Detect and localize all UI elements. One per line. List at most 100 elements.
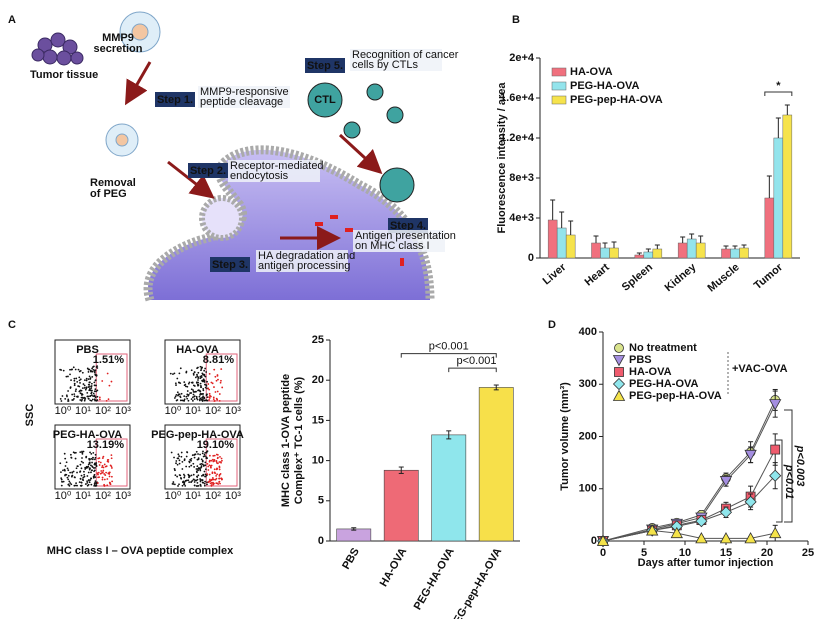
event-dot — [175, 462, 177, 465]
event-dot — [202, 450, 204, 453]
event-dot — [91, 469, 93, 472]
event-dot — [212, 454, 215, 457]
ctl-cells — [307, 82, 415, 203]
event-dot — [71, 471, 74, 474]
legend-label: PBS — [629, 354, 652, 366]
event-dot — [90, 382, 93, 385]
gate-value: 8.81% — [203, 354, 234, 366]
event-dot — [195, 381, 198, 384]
event-dot — [209, 478, 211, 481]
y-tick-label: 0 — [318, 535, 324, 547]
event-dot — [98, 398, 101, 401]
event-dot — [194, 376, 197, 379]
event-dot — [208, 460, 211, 463]
diagram-label: Tumor tissue — [30, 69, 98, 81]
event-dot — [67, 400, 70, 402]
event-dot — [195, 470, 198, 473]
event-dot — [85, 387, 88, 390]
event-dot — [205, 371, 208, 373]
event-dot — [82, 383, 85, 385]
step-text-box — [256, 250, 348, 272]
event-dot — [215, 379, 218, 382]
event-dot — [207, 387, 210, 390]
event-dot — [220, 461, 222, 464]
event-dot — [90, 394, 93, 397]
event-dot — [188, 481, 191, 484]
event-dot — [93, 390, 96, 393]
event-dot — [89, 395, 91, 398]
event-dot — [213, 478, 215, 481]
event-dot — [181, 468, 184, 470]
event-dot — [103, 472, 106, 475]
panel-label: B — [512, 14, 520, 26]
event-dot — [172, 373, 174, 376]
event-dot — [211, 471, 214, 474]
event-dot — [199, 469, 202, 472]
event-dot — [195, 468, 198, 470]
event-dot — [210, 459, 213, 462]
event-dot — [185, 455, 188, 458]
event-dot — [186, 451, 188, 453]
event-dot — [79, 392, 82, 394]
event-dot — [69, 387, 72, 389]
event-dot — [80, 467, 83, 470]
event-dot — [69, 482, 72, 484]
event-dot — [220, 379, 222, 382]
event-dot — [208, 464, 211, 467]
event-dot — [63, 468, 66, 471]
event-dot — [104, 465, 107, 468]
event-dot — [69, 373, 71, 376]
event-dot — [200, 474, 203, 477]
x-tick-label: 5 — [641, 547, 647, 559]
event-dot — [90, 399, 93, 402]
event-dot — [93, 398, 96, 401]
event-dot — [177, 457, 180, 460]
event-dot — [87, 463, 90, 466]
event-dot — [110, 457, 113, 460]
event-dot — [174, 474, 177, 477]
event-dot — [100, 470, 103, 472]
event-dot — [206, 396, 209, 399]
event-dot — [193, 398, 196, 401]
x-tick-label: Muscle — [706, 261, 742, 294]
event-dot — [93, 394, 96, 397]
event-dot — [80, 399, 83, 402]
event-dot — [59, 462, 62, 465]
event-dot — [101, 476, 104, 479]
event-dot — [191, 396, 194, 399]
diagram-label: Removal — [90, 177, 136, 189]
event-dot — [199, 453, 201, 456]
event-dot — [94, 476, 97, 479]
event-dot — [83, 386, 86, 389]
event-dot — [219, 473, 222, 475]
event-dot — [208, 392, 211, 395]
legend-swatch — [551, 81, 567, 91]
event-dot — [67, 390, 69, 392]
point — [670, 526, 683, 539]
legend-label: PEG-HA-OVA — [570, 80, 640, 92]
event-dot — [175, 384, 177, 386]
event-dot — [95, 484, 98, 487]
event-dot — [96, 395, 99, 398]
event-dot — [71, 368, 74, 371]
event-dot — [199, 382, 202, 385]
event-dot — [85, 377, 88, 380]
event-dot — [91, 465, 94, 468]
bracket — [776, 439, 783, 523]
event-dot — [67, 478, 70, 481]
event-dot — [67, 398, 70, 401]
event-dot — [74, 457, 77, 460]
event-dot — [203, 470, 206, 473]
x-tick-label: 0 — [600, 547, 606, 559]
point — [769, 399, 782, 411]
event-dot — [191, 479, 194, 482]
event-dot — [192, 473, 195, 476]
point — [769, 469, 782, 482]
y-tick-label: 4e+3 — [509, 212, 534, 224]
event-dot — [217, 378, 219, 381]
event-dot — [202, 398, 204, 401]
event-dot — [70, 456, 73, 459]
event-dot — [107, 460, 110, 463]
event-dot — [97, 482, 99, 484]
